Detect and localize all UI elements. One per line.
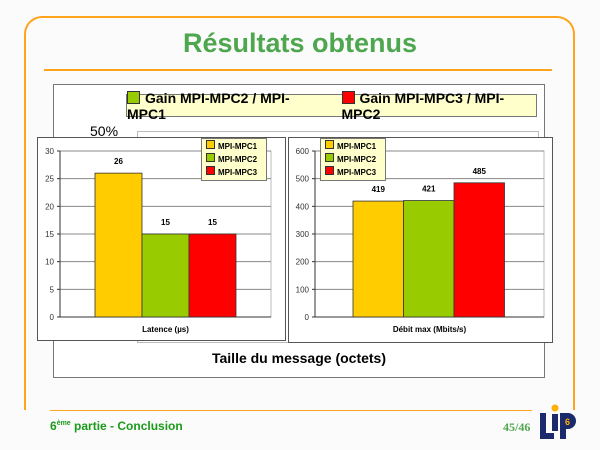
y-tick-label: 400 [296,202,310,211]
legend-item: MPI-MPC1 [206,140,262,153]
bar-mpi-mpc3 [188,233,237,318]
legend-item: MPI-MPC2 [206,153,262,166]
slide-title: Résultats obtenus [182,28,418,58]
y-tick-label: 20 [45,202,54,211]
y-tick-label: 50% [90,123,119,139]
data-label: 485 [473,167,487,176]
data-label: 15 [208,218,217,227]
latency-legend: MPI-MPC1 MPI-MPC2 MPI-MPC3 [201,138,267,181]
section-text: partie - Conclusion [70,419,183,433]
y-tick-label: 600 [296,147,310,156]
throughput-chart: 0 100 200 300 400 500 600 419 421 485 Débit max (M… [288,137,553,343]
legend-label: MPI-MPC2 [337,155,377,164]
legend-swatch [325,140,334,149]
y-tick-label: 0 [50,313,55,322]
x-axis-label: Taille du message (octets) [211,350,386,366]
slide-frame [24,16,575,436]
legend-label: MPI-MPC3 [337,168,377,177]
legend-label: MPI-MPC2 [218,155,258,164]
legend-item: Gain MPI-MPC3 / MPI-MPC2 [341,89,537,122]
y-tick-label: 25 [45,175,54,184]
throughput-legend: MPI-MPC1 MPI-MPC2 MPI-MPC3 [320,138,386,181]
legend-swatch [206,140,215,149]
legend-swatch [325,166,334,175]
section-label: 6ème partie - Conclusion [50,419,183,433]
legend-item: MPI-MPC1 [325,140,381,153]
data-label: 26 [114,157,123,166]
legend-swatch [206,166,215,175]
section-number: 6 [50,419,57,433]
y-tick-label: 5 [50,285,55,294]
legend-swatch [206,153,215,162]
bar-mpi-mpc2 [141,233,190,318]
footer-divider [50,410,532,411]
legend-item: MPI-MPC3 [325,166,381,179]
frame-mask [20,410,580,450]
y-tick-label: 30 [45,147,54,156]
bar-mpi-mpc1 [94,172,143,318]
legend-item: MPI-MPC3 [206,166,262,179]
legend-swatch [341,90,355,104]
y-tick-label: 100 [296,285,310,294]
latency-chart: 0 5 10 15 20 25 30 26 15 15 Latence (µs) MPI-MPC1 … [37,137,286,341]
legend-item: MPI-MPC2 [325,153,381,166]
throughput-chart-svg: 0 100 200 300 400 500 600 419 421 485 Débit max (M… [296,147,545,334]
svg-text:6: 6 [565,417,570,427]
bar-mpi-mpc3 [453,182,505,318]
x-axis-label: Latence (µs) [142,325,189,334]
legend-label: MPI-MPC1 [337,142,377,151]
lip6-logo: 6 [540,404,576,439]
data-label: 419 [372,185,386,194]
x-axis-label: Débit max (Mbits/s) [393,325,467,334]
data-label: 15 [161,218,170,227]
bar-mpi-mpc1 [352,200,404,318]
bar-mpi-mpc2 [403,200,455,318]
y-tick-label: 300 [296,230,310,239]
legend-swatch [325,153,334,162]
y-tick-label: 15 [45,230,54,239]
legend-item: Gain MPI-MPC2 / MPI-MPC1 [127,90,322,122]
background-chart-legend: Gain MPI-MPC2 / MPI-MPC1 Gain MPI-MPC3 /… [126,90,537,122]
y-tick-label: 0 [305,313,310,322]
y-tick-label: 500 [296,175,310,184]
legend-label: Gain MPI-MPC3 / MPI-MPC2 [341,89,505,122]
y-tick-label: 10 [45,258,54,267]
legend-swatch [127,90,140,104]
legend-label: MPI-MPC3 [218,168,258,177]
title-divider [44,69,552,71]
y-tick-label: 200 [296,258,310,267]
data-label: 421 [422,185,436,194]
section-sup: ème [56,420,71,427]
legend-label: MPI-MPC1 [218,142,258,151]
page-number: 45/46 [503,420,531,434]
legend-label: Gain MPI-MPC2 / MPI-MPC1 [127,89,290,122]
